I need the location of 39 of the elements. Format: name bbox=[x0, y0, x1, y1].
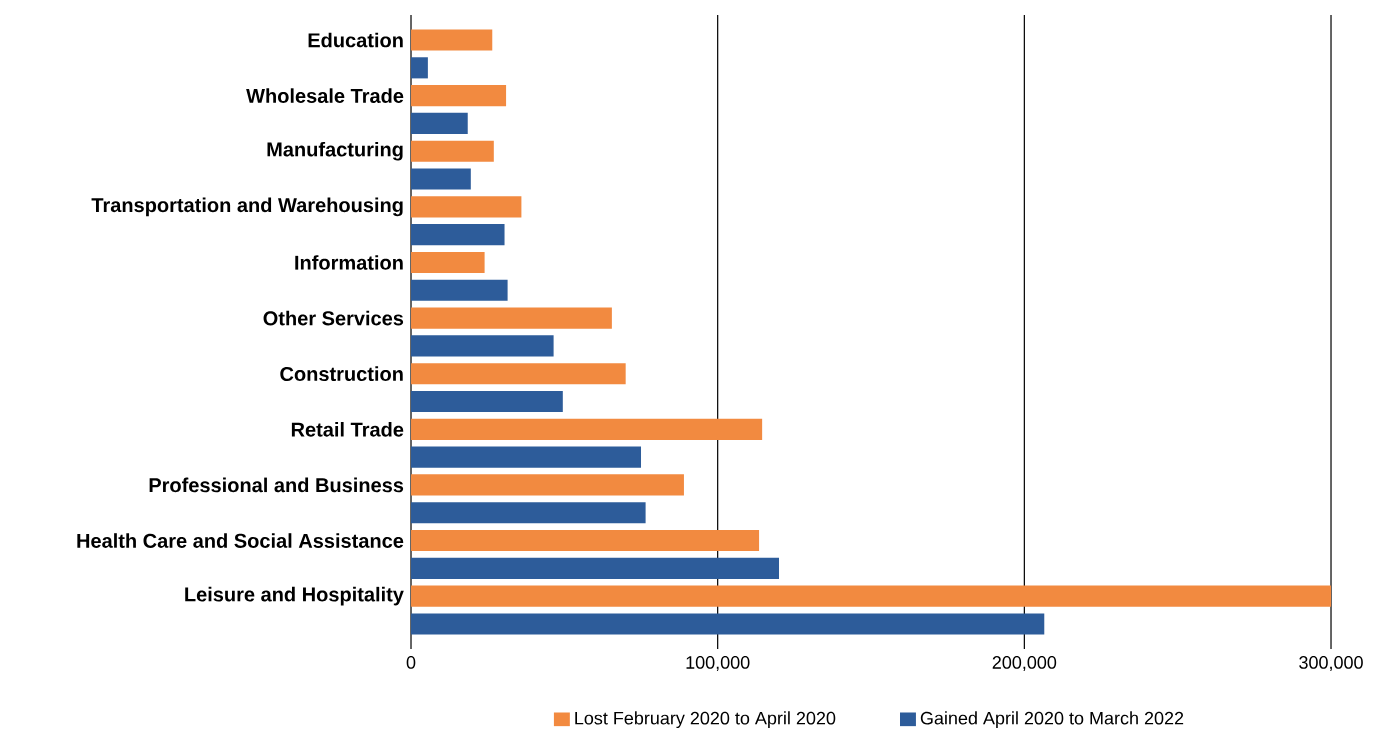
bar bbox=[411, 474, 684, 496]
y-tick-label: Wholesale Trade bbox=[246, 88, 404, 103]
bar bbox=[411, 279, 508, 301]
bar bbox=[411, 362, 626, 385]
bar bbox=[411, 196, 522, 218]
y-tick-label: Information bbox=[295, 254, 403, 270]
bar bbox=[411, 585, 1332, 607]
legend-label: Gained April 2020 to March 2022 bbox=[920, 711, 1184, 728]
bar bbox=[411, 307, 612, 329]
y-tick-label: Health Care and Social Assistance bbox=[77, 533, 404, 548]
x-tick-label: 200,000 bbox=[992, 655, 1057, 671]
y-tick-label: Professional and Business bbox=[149, 477, 404, 493]
bar bbox=[411, 418, 763, 440]
y-tick-label: Manufacturing bbox=[267, 141, 403, 161]
bar bbox=[411, 390, 563, 412]
y-tick-label: Education bbox=[308, 32, 403, 48]
bar bbox=[411, 251, 485, 273]
bar bbox=[411, 223, 505, 246]
y-tick-label: Leisure and Hospitality bbox=[185, 586, 404, 606]
x-tick-label: 0 bbox=[406, 655, 416, 669]
bar bbox=[411, 502, 646, 524]
bar bbox=[411, 57, 428, 79]
bar bbox=[411, 84, 507, 107]
legend-label: Lost February 2020 to April 2020 bbox=[575, 711, 836, 728]
y-tick-label: Other Services bbox=[263, 310, 404, 326]
x-tick-label: 100,000 bbox=[686, 655, 750, 671]
bar bbox=[411, 335, 554, 357]
x-tick-label: 300,000 bbox=[1299, 655, 1363, 671]
bar bbox=[411, 140, 494, 162]
bar bbox=[411, 557, 780, 579]
y-tick-label: Transportation and Warehousing bbox=[91, 197, 403, 217]
bar bbox=[411, 529, 760, 551]
bar bbox=[411, 168, 471, 190]
bar bbox=[411, 446, 642, 468]
y-tick-label: Retail Trade bbox=[291, 421, 404, 437]
bar bbox=[411, 112, 468, 134]
y-tick-label: Construction bbox=[280, 366, 403, 381]
bar bbox=[411, 613, 1045, 635]
bar bbox=[411, 29, 493, 51]
